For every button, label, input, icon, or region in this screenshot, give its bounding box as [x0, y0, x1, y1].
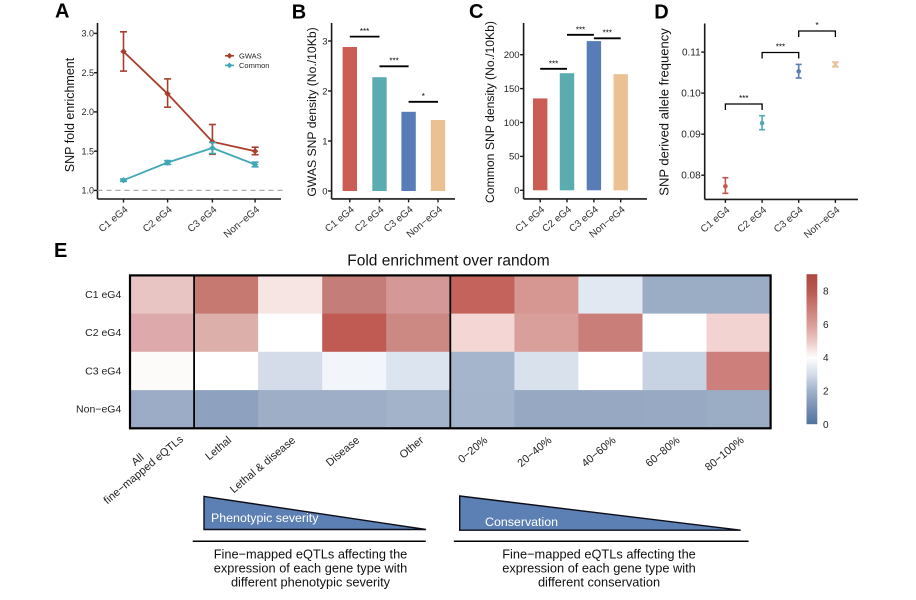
svg-text:C: C [469, 1, 483, 23]
svg-text:***: *** [389, 57, 398, 66]
svg-text:100: 100 [504, 118, 520, 129]
svg-text:50: 50 [509, 152, 520, 163]
svg-text:0.08: 0.08 [681, 171, 701, 182]
svg-text:***: *** [739, 94, 748, 103]
svg-text:D: D [654, 1, 668, 23]
svg-text:1.5: 1.5 [81, 146, 94, 156]
svg-text:0: 0 [823, 420, 829, 431]
svg-text:GWAS SNP density (No./10Kb): GWAS SNP density (No./10Kb) [305, 27, 319, 196]
svg-text:C1 eG4: C1 eG4 [85, 289, 121, 301]
svg-text:expression of each gene type w: expression of each gene type with [214, 561, 408, 576]
svg-text:200: 200 [504, 50, 520, 61]
svg-text:B: B [292, 2, 306, 24]
svg-text:SNP fold enrichment: SNP fold enrichment [63, 57, 77, 172]
svg-text:0.09: 0.09 [681, 130, 701, 141]
svg-text:6: 6 [823, 320, 829, 331]
svg-text:2.5: 2.5 [81, 68, 94, 78]
svg-text:0: 0 [322, 186, 327, 197]
svg-text:0.10: 0.10 [681, 89, 701, 100]
svg-text:3: 3 [322, 36, 327, 47]
svg-text:***: *** [576, 25, 585, 34]
svg-text:2: 2 [823, 387, 829, 398]
svg-text:4: 4 [823, 353, 829, 364]
svg-text:3.0: 3.0 [81, 29, 94, 39]
svg-text:0.11: 0.11 [682, 48, 701, 59]
svg-text:different phenotypic severity: different phenotypic severity [231, 575, 391, 590]
svg-text:2.0: 2.0 [81, 107, 94, 117]
svg-text:Fold enrichment over random: Fold enrichment over random [347, 253, 549, 270]
svg-text:SNP derived allele frequency: SNP derived allele frequency [657, 28, 672, 196]
svg-text:C3 eG4: C3 eG4 [85, 365, 121, 377]
svg-text:Fine−mapped eQTLs affecting th: Fine−mapped eQTLs affecting the [214, 547, 408, 562]
svg-text:Conservation: Conservation [485, 515, 558, 529]
svg-text:Phenotypic severity: Phenotypic severity [211, 511, 319, 525]
svg-text:E: E [54, 240, 67, 262]
svg-text:150: 150 [504, 84, 520, 95]
svg-text:*: * [815, 21, 818, 30]
svg-text:8: 8 [823, 287, 829, 298]
svg-text:A: A [55, 1, 69, 23]
svg-text:expression of each gene type w: expression of each gene type with [502, 561, 696, 576]
svg-text:0: 0 [514, 186, 519, 197]
svg-text:***: *** [603, 28, 612, 37]
svg-text:1: 1 [322, 136, 327, 147]
svg-text:GWAS: GWAS [239, 51, 262, 60]
svg-text:Fine−mapped eQTLs affecting th: Fine−mapped eQTLs affecting the [502, 547, 696, 562]
svg-text:***: *** [549, 59, 558, 68]
svg-text:***: *** [776, 43, 785, 52]
svg-text:different conservation: different conservation [538, 575, 660, 590]
svg-text:Non−eG4: Non−eG4 [76, 404, 121, 416]
svg-text:C2 eG4: C2 eG4 [85, 327, 121, 339]
svg-text:***: *** [360, 27, 369, 36]
svg-text:Common SNP density (No./10Kb): Common SNP density (No./10Kb) [483, 21, 497, 203]
svg-text:1.0: 1.0 [81, 186, 94, 196]
svg-text:2: 2 [322, 86, 327, 97]
svg-text:*: * [422, 92, 425, 101]
svg-text:Common: Common [239, 61, 269, 70]
